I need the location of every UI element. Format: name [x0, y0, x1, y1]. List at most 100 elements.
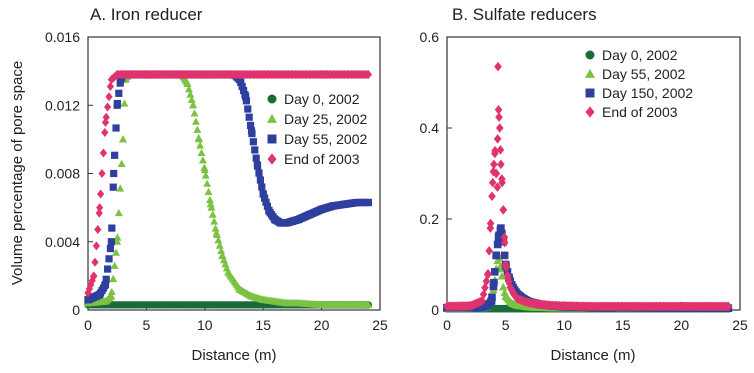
y-tick-label: 0 [431, 302, 439, 318]
data-point [493, 182, 502, 192]
data-point [214, 236, 223, 244]
data-point [364, 198, 372, 207]
data-point [107, 238, 115, 246]
data-point [481, 283, 489, 293]
data-point [110, 169, 118, 178]
data-point [84, 288, 92, 298]
data-point [677, 301, 686, 312]
x-tick-label: 15 [255, 317, 271, 333]
data-point [501, 291, 510, 300]
data-point [500, 237, 509, 248]
data-point [560, 301, 568, 311]
data-point [288, 217, 296, 225]
y-tick-label: 0.012 [45, 97, 80, 113]
data-point [353, 198, 361, 207]
data-point [117, 76, 125, 84]
legend-marker [585, 68, 595, 78]
data-point [583, 301, 592, 312]
data-point [101, 280, 110, 289]
data-point [506, 282, 515, 292]
data-point [96, 203, 104, 213]
legend-marker [585, 50, 595, 60]
data-point [112, 248, 120, 256]
panel-b-ticks: 0 5 10 15 20 25 0 0.2 0.4 0.6 [420, 29, 748, 333]
legend-entry-label: Day 0, 2002 [602, 47, 678, 63]
data-point [203, 179, 212, 187]
data-point [482, 276, 491, 286]
data-point [478, 303, 486, 312]
data-point [249, 138, 257, 146]
y-tick-label: 0.6 [420, 29, 440, 45]
data-point [111, 151, 119, 159]
data-point [197, 148, 206, 156]
y-tick-label: 0.2 [420, 211, 440, 227]
legend-entry-label: End of 2003 [602, 104, 678, 120]
data-point [115, 89, 123, 97]
x-tick-label: 20 [674, 317, 690, 333]
data-point [190, 109, 199, 117]
data-point [101, 128, 109, 138]
data-point [318, 70, 326, 80]
data-point [252, 154, 260, 162]
legend-marker [585, 88, 595, 98]
data-point [495, 123, 504, 133]
data-point [341, 200, 349, 208]
data-point [263, 202, 272, 210]
data-point [108, 224, 116, 232]
legend-marker [267, 94, 277, 104]
data-point [619, 301, 627, 312]
data-point [235, 285, 244, 293]
data-point [211, 224, 220, 232]
data-point [504, 273, 512, 283]
data-point [496, 264, 506, 273]
legend-entry-label: Day 0, 2002 [284, 91, 360, 107]
data-point [491, 146, 499, 156]
data-point [271, 215, 279, 224]
data-point [282, 219, 291, 227]
data-point [184, 85, 193, 93]
data-point [507, 298, 516, 307]
data-point [262, 198, 270, 206]
legend-entry-label: Day 150, 2002 [602, 85, 693, 101]
data-point [101, 297, 110, 305]
data-point [488, 191, 496, 201]
panel-b-sulfate-reducers: B. Sulfate reducers 0 5 10 15 20 25 0 0.2 0.4 0.6… [420, 5, 748, 364]
data-point [270, 297, 279, 305]
data-point [500, 251, 509, 260]
data-point [201, 171, 210, 179]
data-point [282, 299, 291, 307]
x-tick-label: 5 [502, 317, 510, 333]
data-point [205, 195, 214, 204]
x-tick-label: 20 [314, 317, 330, 333]
data-point [261, 194, 269, 202]
panel-b-data-marks [442, 61, 733, 313]
data-point [104, 102, 112, 112]
legend-marker [267, 134, 277, 144]
data-point [90, 271, 98, 281]
data-point [99, 148, 108, 158]
data-point [495, 112, 503, 122]
data-point [206, 200, 215, 208]
x-tick-label: 0 [84, 317, 92, 333]
data-point [329, 202, 337, 210]
data-point [466, 301, 475, 311]
data-point [265, 207, 273, 215]
panel-a-data-marks [84, 70, 373, 309]
data-point [191, 117, 200, 125]
data-point [95, 208, 103, 218]
data-point [724, 301, 733, 312]
data-point [513, 293, 522, 304]
legend-entry-label: Day 55, 2002 [602, 66, 685, 82]
data-point [107, 287, 116, 296]
data-point [117, 159, 126, 168]
data-point [497, 271, 507, 280]
data-point [486, 223, 495, 233]
data-point [200, 165, 209, 174]
panel-a-ticks: 0 5 10 15 20 25 0 0.004 0.008 0.012 0.016 [45, 29, 388, 333]
data-point [251, 146, 259, 154]
data-point [110, 261, 119, 269]
data-point [513, 301, 522, 309]
data-point [253, 161, 261, 169]
x-tick-label: 10 [556, 317, 572, 333]
